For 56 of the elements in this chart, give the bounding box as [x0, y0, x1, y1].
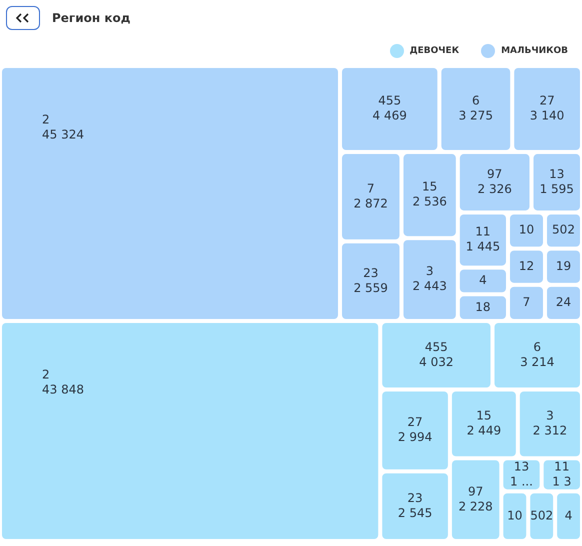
category-label: 11	[554, 459, 570, 474]
data-label: 4 469	[372, 108, 407, 123]
text: 1 3	[552, 474, 572, 488]
data-label: 3 214	[520, 354, 554, 369]
category-label: 11	[475, 224, 491, 239]
text: ДЕВОЧЕК	[410, 46, 460, 56]
category-label: 18	[475, 300, 491, 314]
category-label: 3	[546, 408, 554, 423]
category-label: 27	[539, 94, 555, 108]
data-label: 2 312	[532, 424, 568, 438]
category-label: 19	[556, 258, 572, 273]
data-label: 2 545	[398, 506, 432, 520]
category-label: 24	[556, 295, 572, 310]
data-label: 2 559	[354, 280, 388, 295]
data-label: 43 848	[42, 382, 84, 397]
category-label: 7	[522, 295, 530, 310]
category-label: 3	[426, 264, 434, 278]
data-label: 2 326	[477, 182, 512, 196]
category-label: 2	[42, 368, 50, 382]
category-label: 15	[476, 408, 492, 423]
category-label: 6	[472, 94, 480, 108]
data-label: 4 032	[419, 354, 454, 369]
category-label: 4	[479, 273, 487, 288]
data-label: 3 275	[458, 108, 493, 123]
data-label: 2 228	[458, 499, 493, 514]
category-label: 4	[564, 508, 572, 522]
data-label: 2 994	[398, 430, 432, 444]
category-label: 27	[407, 415, 423, 430]
data-label: 2 449	[466, 424, 502, 438]
category-label: 502	[552, 222, 575, 237]
category-label: 455	[424, 340, 448, 354]
data-label: 1 445	[466, 240, 500, 254]
category-label: 13	[549, 166, 564, 181]
category-label: 455	[378, 94, 402, 108]
category-label: 10	[518, 222, 534, 237]
category-label: 23	[363, 266, 378, 280]
data-label: 1 595	[540, 182, 574, 196]
text: Регион код	[52, 11, 130, 25]
category-label: 97	[487, 166, 502, 181]
category-label: 13	[514, 459, 530, 474]
category-label: 23	[407, 490, 423, 505]
legend-label: МАЛЬЧИКОВ	[501, 46, 568, 56]
category-label: 97	[468, 484, 484, 498]
category-label: 12	[518, 258, 534, 273]
category-label: 2	[42, 112, 50, 127]
data-label: 2 443	[412, 279, 447, 294]
data-label: 3 140	[530, 108, 564, 123]
category-label: 10	[507, 508, 522, 522]
category-label: 6	[533, 340, 542, 354]
data-label: 2 872	[354, 196, 388, 210]
data-label: 2 536	[412, 194, 447, 209]
category-label: 15	[422, 180, 438, 194]
category-label: 502	[530, 508, 554, 522]
text: 1 ...	[510, 474, 533, 488]
data-label: 45 324	[42, 128, 84, 142]
category-label: 7	[366, 181, 375, 196]
